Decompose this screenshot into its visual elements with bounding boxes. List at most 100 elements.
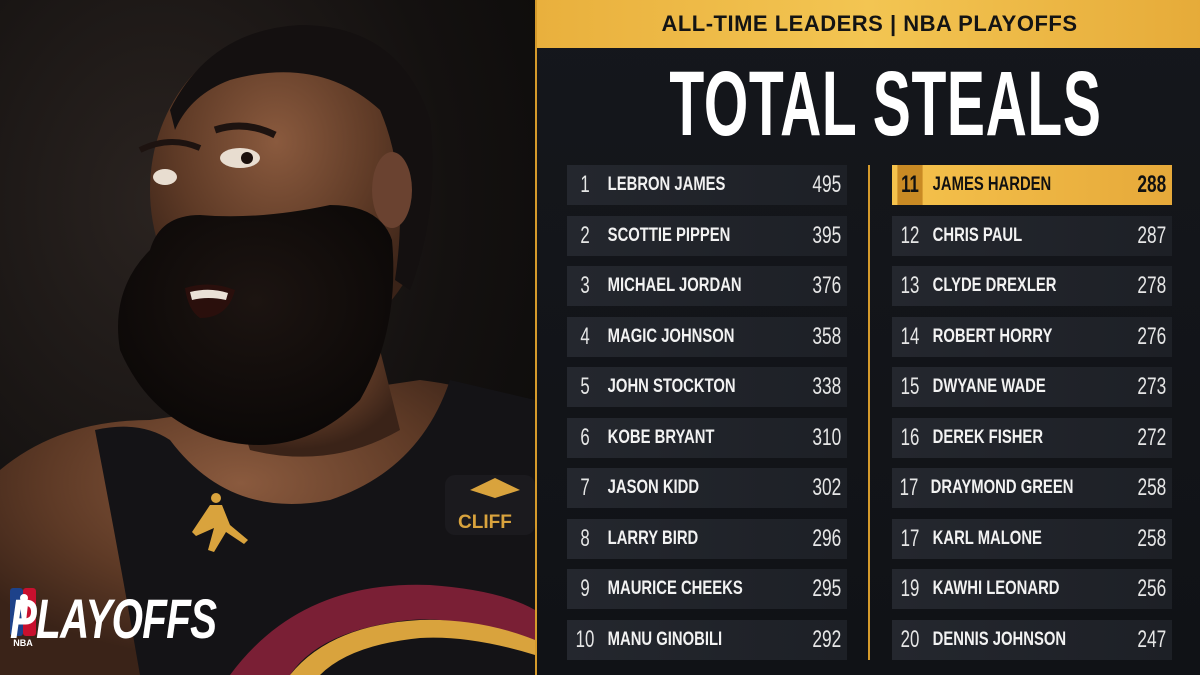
leaders-column-right: 11 JAMES HARDEN 288 12 CHRIS PAUL 287 13… xyxy=(892,165,1172,670)
leader-rank: 13 xyxy=(900,272,920,299)
leader-steals: 302 xyxy=(812,474,842,501)
leader-name: LEBRON JAMES xyxy=(607,174,726,195)
hair xyxy=(170,25,433,290)
leader-row: 8 LARRY BIRD 296 xyxy=(567,518,847,559)
leader-steals: 278 xyxy=(1137,272,1167,299)
jumpman-icon xyxy=(192,493,248,552)
leader-rank: 16 xyxy=(900,423,920,451)
leader-rank: 19 xyxy=(900,575,920,602)
player-photo: CLIFF NBA PLAYOFFS xyxy=(0,0,535,675)
leader-row: 19 KAWHI LEONARD 256 xyxy=(892,569,1172,609)
page-title: TOTAL STEALS xyxy=(537,56,1200,152)
leader-row: 1 LEBRON JAMES 495 xyxy=(567,165,847,205)
leader-row-highlighted: 11 JAMES HARDEN 288 xyxy=(892,165,1172,205)
leader-steals: 272 xyxy=(1137,423,1167,451)
leader-name: SCOTTIE PIPPEN xyxy=(607,224,731,246)
player-illustration: CLIFF xyxy=(0,25,535,675)
leader-rank: 14 xyxy=(900,322,920,350)
leader-row: 3 MICHAEL JORDAN 376 xyxy=(567,266,847,306)
leader-row: 12 CHRIS PAUL 287 xyxy=(892,215,1172,256)
leader-name: MAURICE CHEEKS xyxy=(607,578,743,599)
title-text: TOTAL STEALS xyxy=(669,53,1102,155)
leader-steals: 273 xyxy=(1137,373,1167,400)
leader-rank: 2 xyxy=(580,221,590,249)
jersey-logo xyxy=(230,584,535,675)
leader-rank: 5 xyxy=(580,373,590,400)
leader-row: 5 JOHN STOCKTON 338 xyxy=(567,367,847,407)
leader-row: 16 DEREK FISHER 272 xyxy=(892,417,1172,458)
leader-name: JASON KIDD xyxy=(607,477,700,498)
leader-row: 20 DENNIS JOHNSON 247 xyxy=(892,619,1172,660)
leader-steals: 295 xyxy=(812,575,842,602)
leader-steals: 376 xyxy=(812,272,842,299)
leader-rank: 15 xyxy=(900,373,920,400)
leader-rank: 4 xyxy=(580,322,590,350)
leader-name: DRAYMOND GREEN xyxy=(930,477,1074,498)
leader-rank: 20 xyxy=(900,625,920,653)
nba-logo-icon: NBA xyxy=(10,588,36,648)
leader-name: KOBE BRYANT xyxy=(607,426,715,448)
banner-text: ALL-TIME LEADERS | NBA PLAYOFFS xyxy=(661,11,1078,36)
leader-rank: 6 xyxy=(580,423,590,451)
leaderboard-panel: ALL-TIME LEADERS | NBA PLAYOFFS TOTAL ST… xyxy=(535,0,1200,675)
leader-rank: 17 xyxy=(899,474,919,501)
leader-row: 7 JASON KIDD 302 xyxy=(567,468,847,508)
leader-steals: 258 xyxy=(1137,524,1167,552)
svg-text:CLIFF: CLIFF xyxy=(458,512,512,533)
leader-steals: 358 xyxy=(812,322,842,350)
leader-name: DEREK FISHER xyxy=(932,426,1044,448)
leader-name: JAMES HARDEN xyxy=(932,174,1052,195)
leader-rank: 1 xyxy=(580,171,590,198)
leader-name: KAWHI LEONARD xyxy=(932,578,1060,599)
leader-steals: 256 xyxy=(1137,575,1167,602)
leader-row: 6 KOBE BRYANT 310 xyxy=(567,417,847,458)
leader-row: 14 ROBERT HORRY 276 xyxy=(892,316,1172,357)
leader-name: KARL MALONE xyxy=(932,527,1042,549)
leader-row: 2 SCOTTIE PIPPEN 395 xyxy=(567,215,847,256)
leader-rank: 12 xyxy=(900,221,920,249)
leader-name: DWYANE WADE xyxy=(932,376,1046,397)
leader-steals: 310 xyxy=(812,423,842,451)
leader-steals: 258 xyxy=(1137,474,1167,501)
beard xyxy=(118,205,394,445)
leader-steals: 288 xyxy=(1137,171,1167,198)
leader-row: 17 DRAYMOND GREEN 258 xyxy=(892,468,1172,508)
leader-steals: 276 xyxy=(1137,322,1167,350)
column-divider xyxy=(868,165,870,660)
leader-rank: 9 xyxy=(580,575,590,602)
leader-name: MANU GINOBILI xyxy=(607,628,723,650)
leader-name: MICHAEL JORDAN xyxy=(607,275,742,296)
leader-name: ROBERT HORRY xyxy=(932,325,1053,347)
leader-row: 4 MAGIC JOHNSON 358 xyxy=(567,316,847,357)
leader-steals: 296 xyxy=(812,524,842,552)
leader-steals: 395 xyxy=(812,221,842,249)
leader-row: 13 CLYDE DREXLER 278 xyxy=(892,266,1172,306)
leader-rank: 3 xyxy=(580,272,590,299)
leader-name: MAGIC JOHNSON xyxy=(607,325,735,347)
leader-name: JOHN STOCKTON xyxy=(607,376,736,397)
svg-text:NBA: NBA xyxy=(13,638,33,648)
leaders-column-left: 1 LEBRON JAMES 495 2 SCOTTIE PIPPEN 3 9 5 … xyxy=(567,165,847,670)
leader-rank: 7 xyxy=(580,474,590,501)
leader-name: CLYDE DREXLER xyxy=(932,275,1057,296)
leader-name: DENNIS JOHNSON xyxy=(932,628,1067,650)
leader-rank: 10 xyxy=(575,625,595,653)
leader-steals: 495 xyxy=(812,171,842,198)
playoffs-wordmark: PLAYOFFS xyxy=(10,587,217,650)
leader-steals: 247 xyxy=(1137,625,1167,653)
leader-row: 10 MANU GINOBILI 292 xyxy=(567,619,847,660)
leader-steals: 287 xyxy=(1137,221,1167,249)
leader-row: 17 KARL MALONE 258 xyxy=(892,518,1172,559)
leader-rank: 11 xyxy=(897,165,923,205)
leader-name: LARRY BIRD xyxy=(607,527,699,549)
banner: ALL-TIME LEADERS | NBA PLAYOFFS xyxy=(537,0,1200,48)
playoffs-brand: NBA PLAYOFFS xyxy=(10,588,297,650)
leader-rank: 8 xyxy=(580,524,590,552)
leader-name: CHRIS PAUL xyxy=(932,224,1023,246)
leader-row: 9 MAURICE CHEEKS 295 xyxy=(567,569,847,609)
leader-row: 15 DWYANE WADE 273 xyxy=(892,367,1172,407)
leader-rank: 17 xyxy=(900,524,920,552)
sponsor-patch: CLIFF xyxy=(445,475,535,535)
leader-steals: 338 xyxy=(812,373,842,400)
leader-steals: 292 xyxy=(812,625,842,653)
